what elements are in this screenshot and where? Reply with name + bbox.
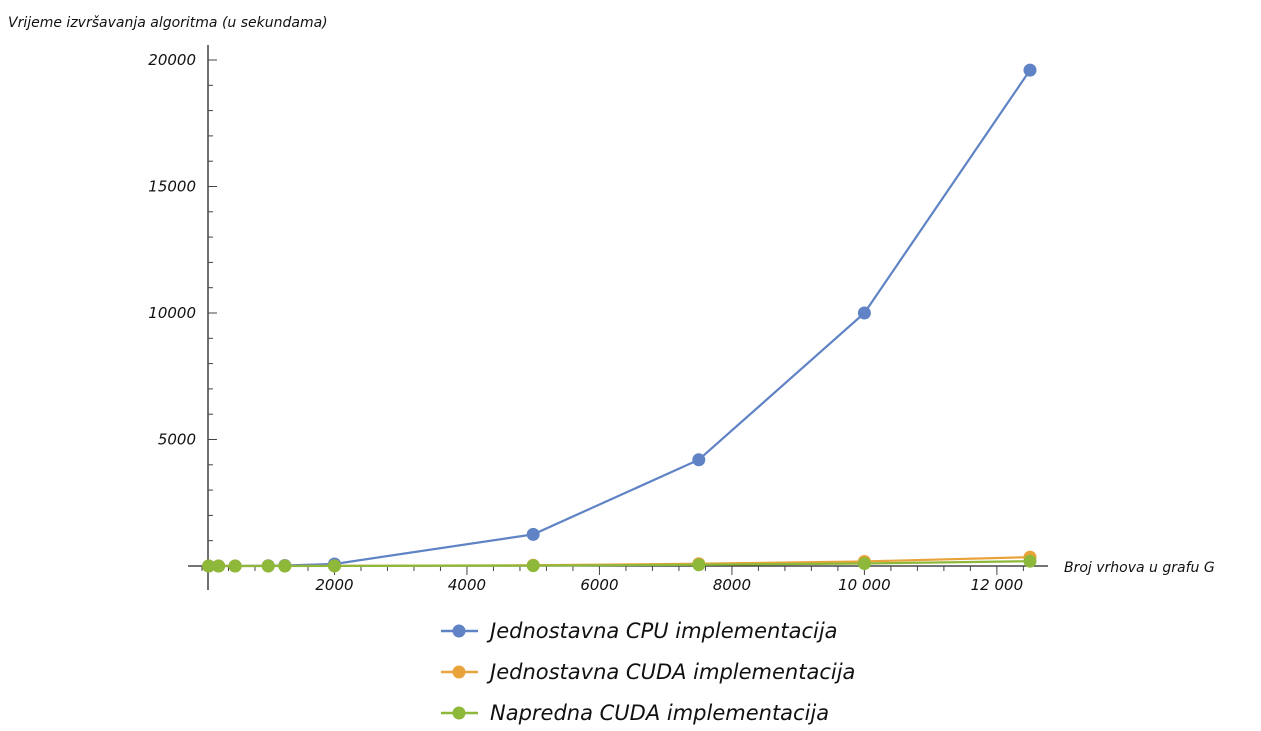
- x-tick-label: 2000: [315, 576, 353, 594]
- series-3-point: [202, 559, 216, 573]
- series-3-point: [857, 556, 871, 570]
- axes-layer: 2000 4000 6000 8000 10 000 12 000500010000150…: [8, 15, 1215, 594]
- y-tick-label: 5000: [158, 431, 196, 449]
- y-tick-label: 10000: [148, 304, 196, 322]
- x-axis-title: Broj vrhova u grafu G: [1064, 560, 1215, 576]
- y-axis-title: Vrijeme izvršavanja algoritma (u sekunda…: [8, 15, 328, 31]
- series-3-point: [327, 559, 341, 573]
- series-3-point: [261, 559, 275, 573]
- series-line-1: [208, 69, 1031, 568]
- x-tick-label: 10 000: [838, 576, 891, 594]
- series-1-point: [1023, 63, 1037, 77]
- series-3-point: [278, 559, 292, 573]
- series-3-point: [692, 558, 706, 572]
- series-layer: [202, 63, 1037, 573]
- series-line-3: [208, 560, 1031, 568]
- series-3-point: [228, 559, 242, 573]
- x-tick-label: 8000: [713, 576, 751, 594]
- series-1-point: [526, 527, 540, 541]
- legend: Jednostavna CPU implementacija Jednostavn…: [441, 619, 855, 725]
- legend-marker-2: [452, 665, 466, 679]
- x-tick-label: 12 000: [971, 576, 1024, 594]
- series-3-point: [526, 559, 540, 573]
- legend-marker-3: [452, 706, 466, 720]
- series-1-point: [692, 453, 706, 467]
- y-tick-label: 15000: [148, 178, 196, 196]
- series-3-point: [212, 559, 226, 573]
- legend-marker-1: [452, 624, 466, 638]
- legend-label-3: Napredna CUDA implementacija: [490, 701, 829, 725]
- legend-label-2: Jednostavna CUDA implementacija: [486, 660, 855, 684]
- x-tick-label: 6000: [580, 576, 618, 594]
- series-1-point: [857, 306, 871, 320]
- legend-label-1: Jednostavna CPU implementacija: [486, 619, 838, 643]
- series-3-point: [1023, 554, 1037, 568]
- y-tick-label: 20000: [148, 51, 196, 69]
- x-tick-label: 4000: [448, 576, 486, 594]
